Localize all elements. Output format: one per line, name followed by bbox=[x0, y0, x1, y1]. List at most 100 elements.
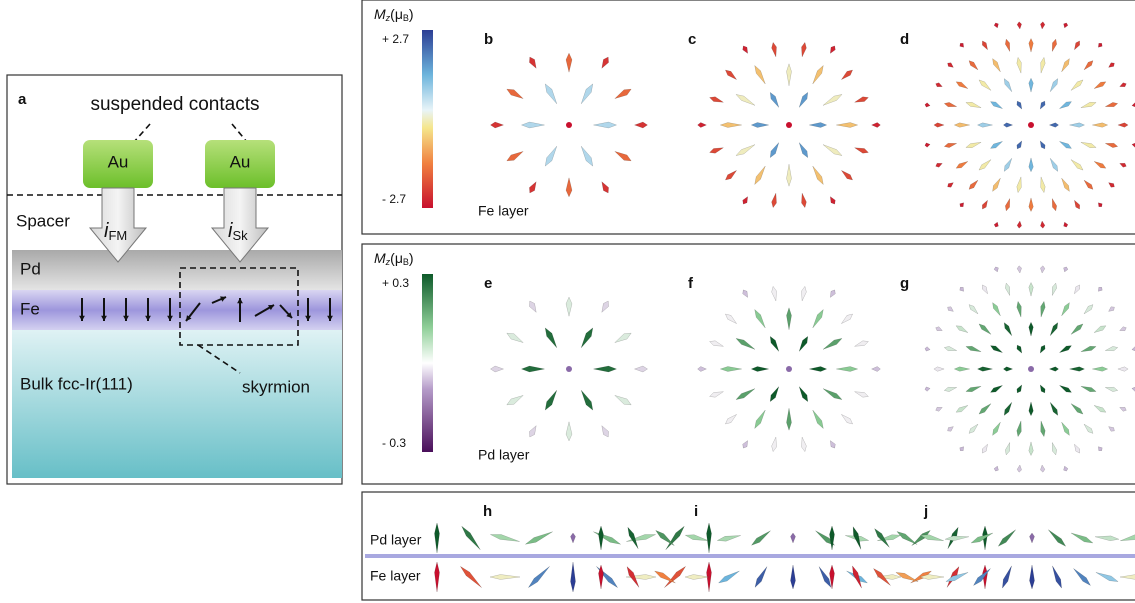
spin bbox=[1060, 102, 1072, 109]
unit: (μ bbox=[390, 6, 403, 22]
spin bbox=[979, 80, 991, 91]
spin bbox=[823, 338, 842, 349]
contacts-label: suspended contacts bbox=[90, 94, 259, 115]
spin bbox=[1071, 533, 1093, 543]
spin bbox=[819, 567, 831, 588]
spin bbox=[528, 566, 549, 587]
spin bbox=[1029, 402, 1034, 416]
spin bbox=[770, 336, 779, 351]
spin bbox=[1017, 465, 1022, 472]
spin bbox=[934, 367, 944, 372]
spin bbox=[1050, 402, 1058, 415]
spin bbox=[1041, 421, 1046, 437]
spin bbox=[969, 305, 978, 314]
spin bbox=[755, 166, 766, 185]
spin bbox=[507, 333, 523, 343]
bulk-layer bbox=[12, 330, 342, 478]
spin bbox=[1050, 323, 1058, 336]
spin bbox=[960, 287, 964, 291]
panel-label: e bbox=[484, 275, 492, 292]
spin bbox=[755, 567, 767, 588]
spin bbox=[1004, 158, 1012, 171]
spin bbox=[1030, 565, 1035, 589]
spin bbox=[1052, 283, 1057, 295]
spin bbox=[566, 297, 572, 316]
spin bbox=[770, 92, 779, 107]
spin bbox=[936, 163, 943, 167]
spin bbox=[823, 94, 842, 105]
spin bbox=[1064, 23, 1068, 28]
colorbar bbox=[422, 30, 433, 208]
spin bbox=[529, 426, 536, 437]
spin bbox=[1029, 198, 1034, 212]
spin bbox=[491, 122, 504, 128]
spin bbox=[736, 389, 755, 400]
spin bbox=[936, 407, 943, 411]
spin bbox=[507, 151, 523, 161]
spin bbox=[770, 143, 779, 158]
spin bbox=[993, 303, 1001, 316]
spin bbox=[1017, 345, 1022, 353]
spin bbox=[1118, 123, 1128, 128]
spin bbox=[960, 203, 964, 207]
spin bbox=[1040, 141, 1045, 149]
spin bbox=[770, 387, 779, 402]
spin bbox=[545, 328, 557, 348]
spin bbox=[1060, 141, 1072, 148]
spin bbox=[529, 57, 536, 68]
colorbar-max: + 2.7 bbox=[382, 32, 409, 46]
spin bbox=[719, 571, 740, 583]
spin bbox=[802, 286, 807, 301]
panel-label: d bbox=[900, 31, 909, 48]
spin bbox=[969, 424, 978, 433]
spin bbox=[934, 123, 944, 128]
spin bbox=[1029, 283, 1034, 297]
colorbar-min: - 2.7 bbox=[382, 192, 406, 206]
spin bbox=[1084, 424, 1093, 433]
panel-label: g bbox=[900, 275, 909, 292]
spin bbox=[830, 197, 835, 205]
spin bbox=[1064, 267, 1068, 272]
spin bbox=[717, 536, 740, 542]
spin bbox=[736, 338, 755, 349]
spin bbox=[602, 182, 609, 193]
spin bbox=[1052, 39, 1057, 51]
spin bbox=[1003, 367, 1012, 372]
spin bbox=[991, 141, 1003, 148]
spin bbox=[529, 182, 536, 193]
spin bbox=[1074, 200, 1079, 209]
panel-label: i bbox=[694, 503, 698, 520]
spin bbox=[1094, 82, 1106, 89]
center-spin bbox=[566, 122, 572, 128]
spin bbox=[685, 535, 708, 541]
panel-label: c bbox=[688, 31, 696, 48]
spin bbox=[823, 145, 842, 156]
spin bbox=[1064, 466, 1068, 471]
spin bbox=[872, 123, 881, 128]
spin bbox=[755, 66, 766, 85]
current-sk-label-sub: Sk bbox=[232, 228, 248, 243]
spin bbox=[1050, 79, 1058, 92]
spin bbox=[1070, 367, 1085, 372]
spin bbox=[1017, 101, 1022, 109]
spin bbox=[791, 533, 796, 543]
spin bbox=[615, 151, 631, 161]
spin bbox=[599, 526, 604, 550]
spin bbox=[1040, 465, 1045, 472]
spin bbox=[772, 286, 777, 301]
spin bbox=[809, 123, 826, 128]
spin bbox=[1052, 566, 1061, 588]
spin bbox=[581, 84, 593, 104]
spin bbox=[841, 414, 852, 424]
symbol: M bbox=[374, 250, 386, 266]
bulk-label: Bulk fcc-Ir(111) bbox=[20, 374, 133, 393]
spin bbox=[490, 535, 519, 542]
spin bbox=[522, 122, 545, 128]
spin bbox=[710, 148, 724, 154]
spin bbox=[1030, 533, 1035, 543]
spin bbox=[855, 148, 869, 154]
spin bbox=[1062, 303, 1070, 316]
spin bbox=[1120, 407, 1127, 411]
spin bbox=[635, 366, 648, 372]
spin bbox=[1098, 43, 1102, 47]
